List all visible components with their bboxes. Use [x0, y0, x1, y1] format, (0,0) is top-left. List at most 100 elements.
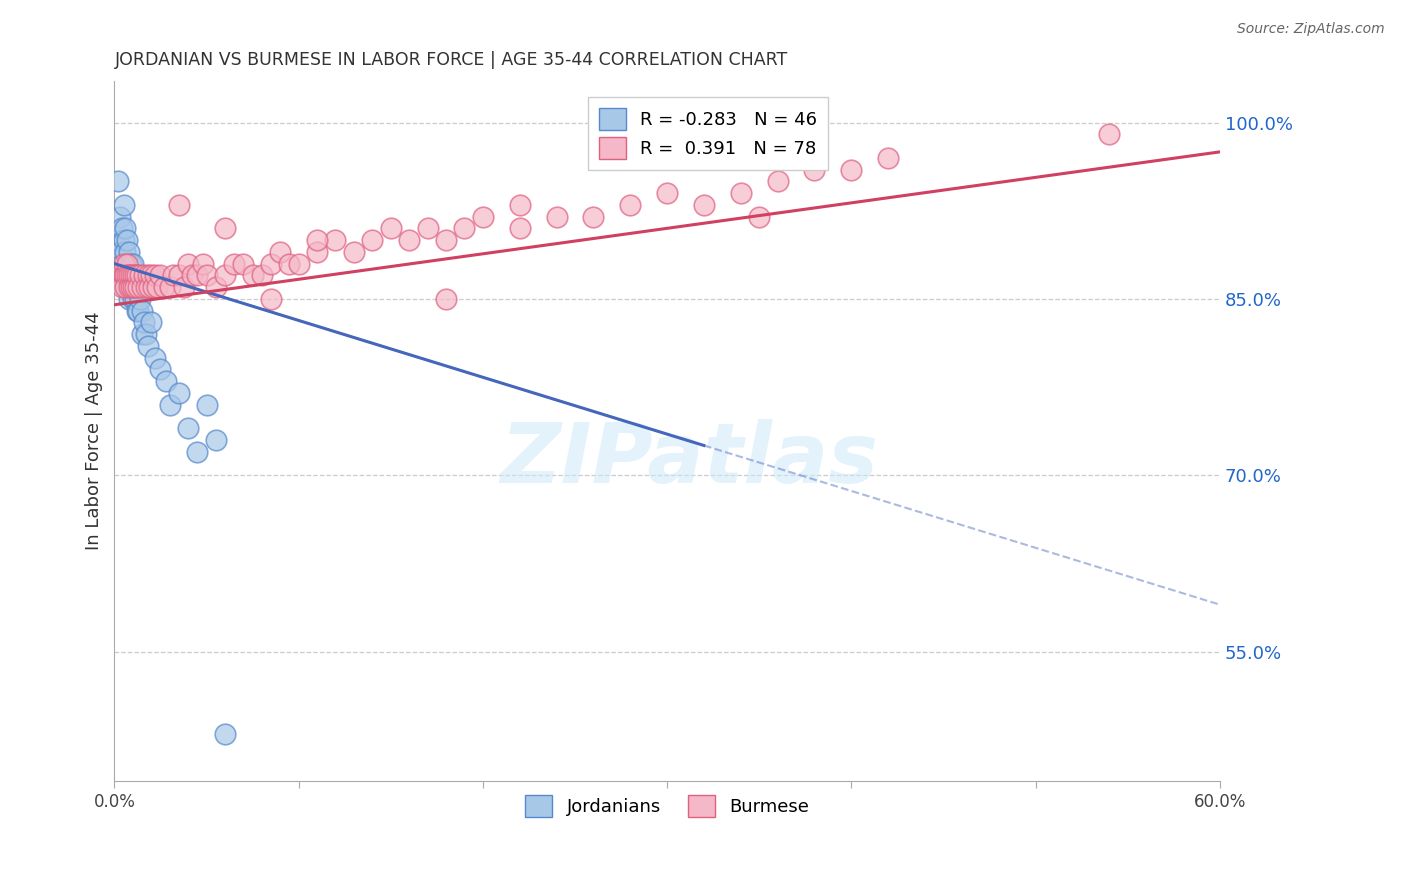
Point [159, 280, 181, 294]
Point [149, 268, 172, 283]
Point [112, 198, 135, 212]
Point [398, 233, 420, 247]
Point [186, 268, 208, 283]
Point [114, 244, 136, 259]
Point [135, 280, 157, 294]
Point [120, 280, 142, 294]
Point [619, 198, 641, 212]
Point [287, 257, 309, 271]
Point [124, 268, 146, 283]
Point [509, 221, 531, 235]
Point [127, 303, 149, 318]
Point [453, 221, 475, 235]
Point [107, 174, 129, 188]
Point [131, 280, 153, 294]
Point [149, 362, 172, 376]
Point [121, 268, 143, 283]
Point [195, 398, 218, 412]
Point [186, 444, 208, 458]
Point [655, 186, 678, 200]
Point [250, 268, 273, 283]
Text: JORDANIAN VS BURMESE IN LABOR FORCE | AGE 35-44 CORRELATION CHART: JORDANIAN VS BURMESE IN LABOR FORCE | AG… [114, 51, 787, 69]
Point [131, 303, 153, 318]
Point [141, 315, 163, 329]
Point [582, 210, 605, 224]
Point [135, 327, 157, 342]
Point [111, 280, 134, 294]
Point [305, 233, 328, 247]
Point [118, 280, 141, 294]
Point [132, 268, 155, 283]
Point [180, 268, 202, 283]
Point [121, 257, 143, 271]
Point [132, 315, 155, 329]
Point [118, 292, 141, 306]
Point [114, 221, 136, 235]
Y-axis label: In Labor Force | Age 35-44: In Labor Force | Age 35-44 [86, 312, 103, 550]
Point [112, 257, 135, 271]
Point [120, 268, 142, 283]
Point [146, 280, 169, 294]
Point [117, 233, 139, 247]
Point [195, 268, 218, 283]
Point [232, 257, 254, 271]
Point [416, 221, 439, 235]
Point [748, 210, 770, 224]
Point [260, 292, 283, 306]
Point [121, 292, 143, 306]
Point [120, 257, 142, 271]
Point [167, 386, 190, 401]
Point [204, 433, 226, 447]
Point [136, 339, 159, 353]
Point [214, 268, 236, 283]
Point [127, 280, 149, 294]
Point [325, 233, 347, 247]
Point [141, 268, 163, 283]
Point [121, 268, 143, 283]
Point [269, 244, 291, 259]
Point [204, 280, 226, 294]
Point [108, 244, 131, 259]
Point [136, 268, 159, 283]
Point [129, 268, 152, 283]
Point [167, 198, 190, 212]
Point [224, 257, 246, 271]
Point [131, 327, 153, 342]
Point [877, 151, 900, 165]
Point [509, 198, 531, 212]
Point [191, 257, 214, 271]
Point [214, 727, 236, 741]
Point [118, 244, 141, 259]
Point [260, 257, 283, 271]
Point [107, 233, 129, 247]
Point [1098, 128, 1121, 142]
Point [546, 210, 568, 224]
Point [803, 162, 825, 177]
Point [117, 280, 139, 294]
Point [129, 292, 152, 306]
Point [159, 398, 181, 412]
Point [118, 268, 141, 283]
Point [162, 268, 184, 283]
Point [108, 210, 131, 224]
Point [305, 244, 328, 259]
Point [114, 280, 136, 294]
Point [471, 210, 494, 224]
Point [125, 280, 148, 294]
Point [125, 303, 148, 318]
Point [839, 162, 862, 177]
Point [117, 257, 139, 271]
Point [120, 280, 142, 294]
Point [380, 221, 402, 235]
Point [121, 280, 143, 294]
Point [730, 186, 752, 200]
Point [112, 268, 135, 283]
Point [143, 351, 166, 365]
Point [361, 233, 384, 247]
Point [118, 268, 141, 283]
Point [138, 280, 160, 294]
Legend: Jordanians, Burmese: Jordanians, Burmese [517, 788, 817, 824]
Point [155, 374, 177, 388]
Text: ZIPatlas: ZIPatlas [501, 418, 879, 500]
Point [124, 280, 146, 294]
